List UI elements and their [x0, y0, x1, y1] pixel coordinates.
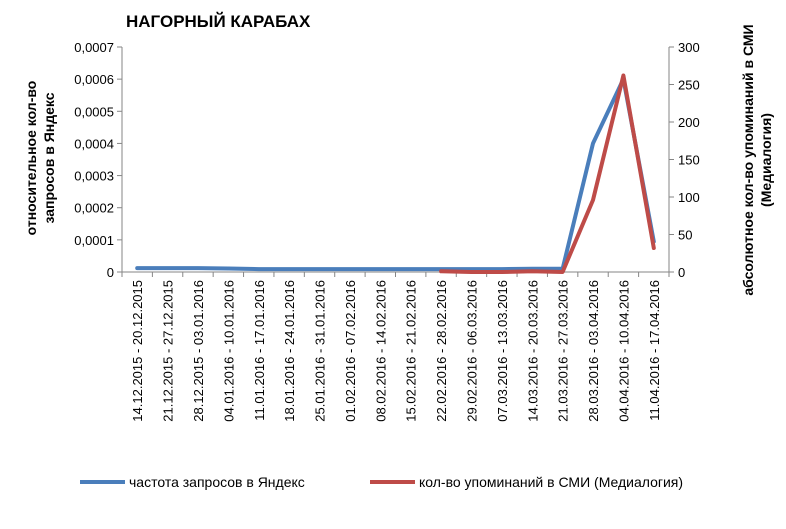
left-tick-label: 0,0005	[74, 104, 114, 119]
right-tick-label: 300	[678, 40, 700, 55]
left-tick-label: 0,0006	[74, 72, 114, 87]
x-tick-label: 14.12.2015 - 20.12.2015	[130, 280, 145, 422]
x-tick-label: 22.02.2016 - 28.02.2016	[434, 280, 449, 422]
legend-item-media: кол-во упоминаний в СМИ (Медиалогия)	[370, 474, 683, 490]
x-tick-label: 25.01.2016 - 31.01.2016	[313, 280, 328, 422]
x-tick-label: 15.02.2016 - 21.02.2016	[404, 280, 419, 422]
left-tick-label: 0,0001	[74, 233, 114, 248]
right-tick-label: 0	[678, 265, 685, 280]
left-tick-label: 0,0002	[74, 201, 114, 216]
right-tick-label: 250	[678, 78, 700, 93]
x-tick-label: 21.03.2016 - 27.03.2016	[556, 280, 571, 422]
x-tick-label: 18.01.2016 - 24.01.2016	[282, 280, 297, 422]
x-tick-label: 29.02.2016 - 06.03.2016	[464, 280, 479, 422]
right-tick-label: 150	[678, 153, 700, 168]
x-tick-label: 04.01.2016 - 10.01.2016	[221, 280, 236, 422]
x-tick-label: 21.12.2015 - 27.12.2015	[161, 280, 176, 422]
legend-item-yandex: частота запросов в Яндекс	[80, 474, 305, 490]
x-tick-label: 28.12.2015 - 03.01.2016	[191, 280, 206, 422]
x-tick-label: 14.03.2016 - 20.03.2016	[525, 280, 540, 422]
legend-label-yandex: частота запросов в Яндекс	[129, 474, 305, 490]
legend-swatch-media	[370, 480, 415, 484]
right-tick-label: 200	[678, 115, 700, 130]
x-tick-label: 28.03.2016 - 03.04.2016	[586, 280, 601, 422]
x-tick-label: 07.03.2016 - 13.03.2016	[495, 280, 510, 422]
legend-label-media: кол-во упоминаний в СМИ (Медиалогия)	[419, 474, 684, 490]
x-tick-label: 04.04.2016 - 10.04.2016	[616, 280, 631, 422]
x-tick-label: 11.04.2016 - 17.04.2016	[647, 280, 662, 421]
left-tick-label: 0,0004	[74, 136, 114, 151]
right-tick-label: 100	[678, 190, 700, 205]
x-tick-label: 08.02.2016 - 14.02.2016	[373, 280, 388, 422]
x-tick-label: 11.01.2016 - 17.01.2016	[252, 280, 267, 421]
series-line-yandex	[135, 77, 656, 272]
series-line-media	[439, 73, 656, 274]
left-tick-label: 0,0003	[74, 169, 114, 184]
chart-title: НАГОРНЫЙ КАРАБАХ	[126, 12, 311, 31]
left-tick-label: 0	[107, 265, 114, 280]
right-tick-label: 50	[678, 228, 692, 243]
legend-swatch-yandex	[80, 480, 125, 484]
x-tick-label: 01.02.2016 - 07.02.2016	[343, 280, 358, 422]
left-tick-label: 0,0007	[74, 40, 114, 55]
